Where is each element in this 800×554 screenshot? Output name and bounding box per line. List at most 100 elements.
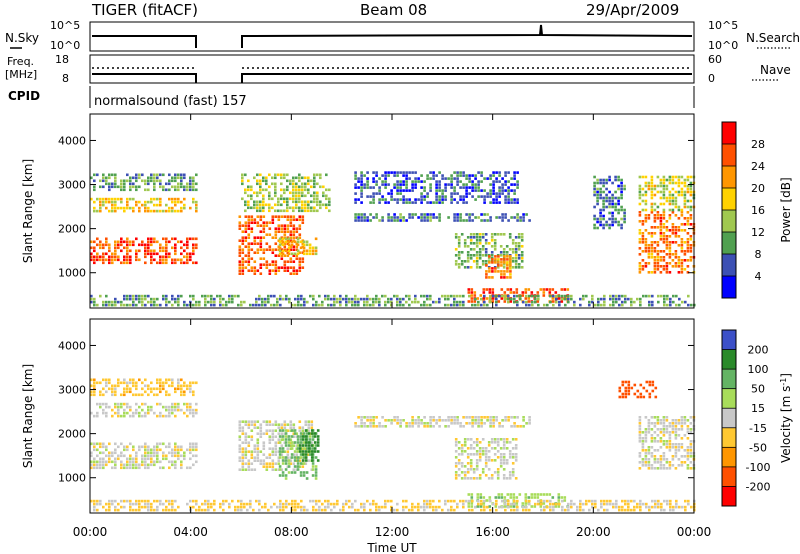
- velocity-cell: [247, 426, 251, 429]
- velocity-cell: [484, 450, 488, 453]
- power-cell: [420, 303, 423, 307]
- power-cell: [265, 260, 269, 263]
- velocity-cell: [244, 462, 248, 465]
- power-cell: [298, 194, 301, 198]
- power-cell: [623, 211, 626, 215]
- velocity-cell: [511, 456, 515, 459]
- velocity-cell: [429, 422, 432, 425]
- velocity-cell: [686, 437, 690, 440]
- power-cell: [659, 235, 663, 238]
- power-cell: [241, 242, 245, 245]
- power-cell: [459, 180, 462, 183]
- power-cell: [298, 206, 301, 210]
- velocity-cell: [516, 508, 519, 512]
- velocity-cell: [293, 471, 297, 474]
- power-cell: [497, 300, 501, 303]
- power-cell: [270, 294, 273, 298]
- power-cell: [144, 209, 147, 213]
- power-cell: [423, 300, 426, 304]
- power-cell: [301, 206, 304, 210]
- power-cell: [360, 216, 363, 219]
- velocity-cell: [659, 464, 663, 467]
- velocity-cell: [508, 453, 512, 456]
- power-cell: [423, 219, 426, 222]
- velocity-cell: [530, 505, 534, 508]
- power-cell: [456, 216, 459, 219]
- power-cell: [653, 226, 657, 229]
- power-cell: [262, 221, 266, 224]
- velocity-cell: [683, 422, 687, 425]
- power-cell: [286, 185, 289, 189]
- power-cell: [111, 303, 114, 307]
- power-cell: [298, 191, 301, 195]
- power-cell: [99, 200, 102, 204]
- power-cell: [247, 227, 251, 230]
- power-cell: [478, 254, 482, 257]
- power-cell: [375, 300, 378, 304]
- power-cell: [274, 173, 277, 177]
- power-cell: [460, 251, 464, 254]
- velocity-cell: [253, 420, 257, 423]
- power-cell: [650, 271, 654, 274]
- velocity-cell: [310, 456, 314, 459]
- velocity-cell: [274, 462, 278, 465]
- velocity-cell: [117, 414, 120, 418]
- power-cell: [480, 303, 483, 307]
- velocity-cell: [147, 508, 150, 512]
- velocity-cell: [96, 402, 99, 406]
- power-cell: [441, 174, 444, 177]
- y-tick-label: 4000: [58, 339, 86, 352]
- power-cell: [414, 183, 417, 186]
- power-cell: [99, 206, 102, 210]
- velocity-cell: [156, 460, 159, 464]
- power-cell: [399, 183, 402, 186]
- velocity-cell: [530, 493, 534, 496]
- velocity-cell: [453, 419, 456, 422]
- velocity-cell: [466, 456, 470, 459]
- velocity-cell: [647, 419, 651, 422]
- velocity-cell: [603, 499, 606, 503]
- velocity-cell: [411, 502, 414, 506]
- power-cell: [477, 180, 480, 183]
- velocity-cell: [509, 505, 513, 508]
- power-cell: [435, 183, 438, 186]
- power-cell: [289, 215, 293, 218]
- velocity-cell: [150, 460, 153, 464]
- power-cell: [96, 173, 99, 177]
- power-cell: [105, 258, 108, 262]
- velocity-colorbar-swatch: [722, 427, 736, 448]
- velocity-cell: [278, 468, 282, 471]
- power-cell: [516, 198, 519, 201]
- velocity-cell: [585, 502, 588, 506]
- power-cell: [638, 268, 642, 271]
- y-tick-label: 2000: [58, 223, 86, 236]
- power-cell: [611, 214, 614, 218]
- power-cell: [539, 288, 543, 291]
- velocity-cell: [674, 428, 678, 431]
- velocity-cell: [674, 422, 678, 425]
- velocity-cell: [283, 426, 287, 429]
- power-cell: [189, 176, 192, 180]
- power-cell: [292, 260, 296, 263]
- velocity-cell: [132, 457, 135, 461]
- velocity-cell: [291, 502, 294, 506]
- power-cell: [180, 185, 183, 189]
- velocity-cell: [277, 432, 281, 435]
- velocity-cell: [513, 425, 516, 428]
- velocity-cell: [393, 508, 396, 512]
- power-cell: [516, 303, 519, 307]
- velocity-cell: [466, 438, 470, 441]
- power-cell: [189, 252, 192, 256]
- velocity-cell: [414, 422, 417, 425]
- velocity-cell: [441, 508, 444, 512]
- velocity-cell: [186, 405, 189, 409]
- power-cell: [510, 198, 513, 201]
- velocity-cell: [615, 502, 618, 506]
- power-cell: [495, 177, 498, 180]
- velocity-cell: [284, 441, 288, 444]
- power-cell: [441, 192, 444, 195]
- freq-unit: [MHz]: [5, 68, 37, 81]
- power-cell: [144, 200, 147, 204]
- power-cell: [668, 244, 672, 247]
- velocity-cell: [594, 499, 597, 503]
